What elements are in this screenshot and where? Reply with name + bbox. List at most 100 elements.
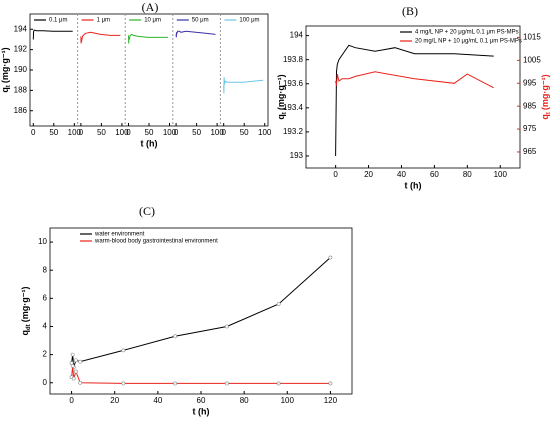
x-tick-label: 100 (68, 128, 82, 137)
x-tick-label: 50 (145, 128, 154, 137)
point (328, 255, 333, 260)
x-axis-label: t (h) (405, 180, 422, 190)
x-tick-label: 0 (126, 128, 131, 137)
x-tick-label: 100 (210, 128, 224, 137)
point (224, 381, 229, 386)
y-tick-label: 193.6 (283, 79, 304, 88)
y-axis-label-symbol: q (276, 114, 286, 120)
y-tick-label: 193.8 (283, 55, 304, 64)
y-axis-label-symbol: q (20, 330, 30, 336)
x-tick-label: 0 (79, 128, 84, 137)
series-line (335, 44, 494, 157)
legend-label: 0.1 μm (49, 18, 67, 24)
x-tick-label: 20 (110, 396, 119, 405)
y2-tick-label: 985 (523, 101, 537, 110)
y-tick-label: 193 (290, 151, 304, 160)
y-tick-label: 4 (43, 322, 48, 331)
x-tick-label: 0 (333, 170, 338, 179)
x-tick-label: 50 (97, 128, 106, 137)
x-tick-label: 50 (49, 128, 58, 137)
y-tick-label: 194 (290, 31, 304, 40)
x-tick-label: 120 (324, 396, 338, 405)
point (70, 363, 75, 368)
y2-tick-label: 975 (523, 124, 537, 133)
y2-tick-label: 1005 (523, 55, 541, 64)
point (78, 380, 83, 385)
point (328, 381, 333, 386)
y-axis-label-subscript: t (6, 85, 12, 87)
y-tick-label: 0 (43, 378, 48, 387)
y-tick-label: 188 (14, 85, 28, 94)
point (78, 359, 83, 364)
legend-label: 4 mg/L NP + 20 μg/mL 0.1 μm PS-MPs (415, 30, 519, 36)
legend-label: 50 μm (192, 18, 209, 24)
plot-frame (49, 227, 353, 395)
legend-label: 10 μm (144, 18, 161, 24)
y-axis-label-unit: (mg·g⁻¹) (0, 47, 10, 83)
y-axis-label: qt (mg·g⁻¹) (276, 74, 287, 119)
chart-title: (C) (139, 204, 155, 218)
x-tick-label: 0 (221, 128, 226, 137)
point (276, 302, 281, 306)
y2-tick-label: 1015 (523, 33, 541, 42)
series-line (223, 77, 264, 94)
x-tick-label: 0 (69, 396, 74, 405)
x-tick-label: 100 (494, 170, 508, 179)
legend-label: 1 μm (97, 18, 110, 24)
y2-axis-label-unit: (mg·g⁻¹) (540, 74, 550, 110)
y-tick-label: 2 (43, 350, 48, 359)
chart-title: (A) (142, 0, 159, 14)
y-axis-label-unit: (mg·g⁻¹) (276, 74, 286, 110)
x-tick-label: 40 (153, 396, 162, 405)
y-tick-label: 8 (43, 265, 48, 274)
x-tick-label: 60 (430, 170, 439, 179)
legend-label: 20 mg/L NP + 10 μg/mL 0.1 μm PS-MPs (415, 39, 522, 45)
series-line (71, 365, 331, 384)
x-tick-label: 0 (174, 128, 179, 137)
y2-axis-label: qt (mg·g⁻¹) (540, 74, 550, 119)
point (121, 381, 126, 386)
x-axis-label: t (h) (193, 406, 210, 416)
x-tick-label: 20 (364, 170, 373, 179)
y-axis-label: qt (mg·g⁻¹) (0, 47, 11, 92)
y-tick-label: 6 (43, 293, 48, 302)
y-tick-label: 193.2 (283, 127, 304, 136)
y2-tick-label: 995 (523, 78, 537, 87)
point (276, 381, 281, 386)
plot-frame (305, 25, 521, 169)
series-line (32, 29, 73, 40)
y-tick-label: 190 (14, 65, 28, 74)
y-tick-label: 194 (14, 24, 28, 33)
y2-axis-label-subscript: t (546, 112, 550, 114)
y-axis-label-subscript: t (282, 112, 288, 114)
point (121, 348, 126, 353)
y-axis-label: qdt(mg·g⁻¹) (20, 287, 31, 336)
y-axis-label-unit: (mg·g⁻¹) (20, 287, 30, 323)
point (73, 369, 78, 374)
x-tick-label: 80 (240, 396, 249, 405)
y-axis-label-subscript: dt (26, 324, 32, 330)
point (71, 376, 76, 381)
y-tick-label: 193.4 (283, 103, 304, 112)
point (173, 334, 178, 339)
y-tick-label: 186 (14, 106, 28, 115)
point (224, 324, 229, 329)
series-line (175, 30, 216, 38)
legend-label: warm-blood body gastrointestinal environ… (94, 239, 218, 245)
x-tick-label: 50 (240, 128, 249, 137)
x-tick-label: 60 (197, 396, 206, 405)
point (73, 358, 78, 363)
x-tick-label: 100 (163, 128, 177, 137)
point (70, 352, 75, 357)
y2-axis-label-symbol: q (540, 114, 550, 120)
legend-label: 100 μm (239, 18, 259, 24)
x-tick-label: 0 (31, 128, 36, 137)
x-tick-label: 100 (258, 128, 272, 137)
x-tick-label: 50 (192, 128, 201, 137)
chart-title: (B) (402, 4, 418, 18)
point (173, 381, 178, 386)
series-line (128, 33, 168, 44)
y-tick-label: 192 (14, 45, 28, 54)
legend-label: water environment (94, 232, 145, 238)
